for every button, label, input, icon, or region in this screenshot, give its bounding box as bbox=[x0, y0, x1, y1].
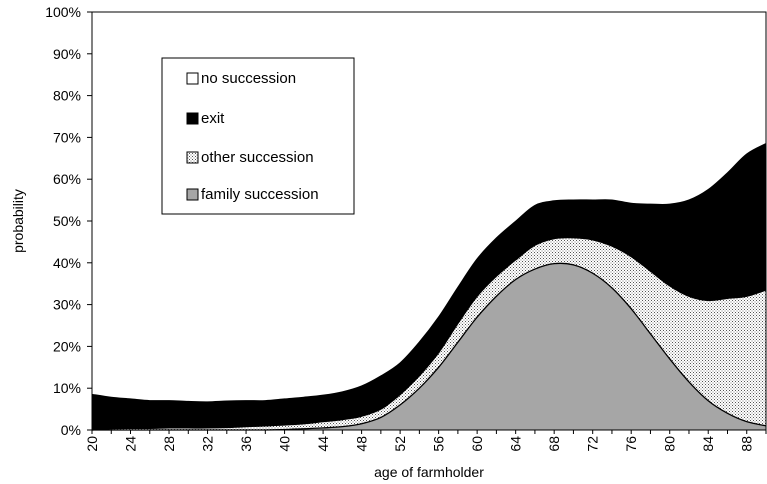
y-tick-label: 70% bbox=[53, 129, 81, 145]
legend-label-other-succession: other succession bbox=[201, 149, 314, 166]
legend-swatch-exit bbox=[186, 112, 199, 125]
x-tick-label: 24 bbox=[123, 436, 139, 452]
area-exit bbox=[92, 143, 766, 431]
legend-swatch-no-succession bbox=[186, 72, 199, 85]
x-axis-title: age of farmholder bbox=[374, 464, 484, 480]
y-tick-label: 0% bbox=[61, 422, 81, 438]
x-tick-label: 68 bbox=[546, 436, 562, 452]
x-tick-label: 80 bbox=[662, 436, 678, 452]
y-tick-label: 10% bbox=[53, 380, 81, 396]
legend: no succession exit other succession fami… bbox=[161, 57, 355, 215]
x-tick-label: 20 bbox=[84, 436, 100, 452]
x-tick-label: 48 bbox=[354, 436, 370, 452]
y-tick-label: 100% bbox=[45, 4, 81, 20]
x-tick-label: 64 bbox=[508, 436, 524, 452]
y-axis-title: probability bbox=[10, 189, 26, 253]
x-tick-label: 60 bbox=[469, 436, 485, 452]
y-axis: 0% 10% 20% 30% 40% 50% 60% 70% 80% 90% 100% bbox=[45, 4, 92, 438]
y-tick-label: 80% bbox=[53, 88, 81, 104]
x-tick-label: 36 bbox=[238, 436, 254, 452]
legend-swatch-family-succession bbox=[186, 188, 199, 201]
x-tick-label: 40 bbox=[277, 436, 293, 452]
legend-label-family-succession: family succession bbox=[201, 186, 319, 203]
x-tick-label: 52 bbox=[392, 436, 408, 452]
x-tick-label: 72 bbox=[585, 436, 601, 452]
x-tick-label: 28 bbox=[161, 436, 177, 452]
x-tick-label: 44 bbox=[315, 436, 331, 452]
y-tick-label: 30% bbox=[53, 297, 81, 313]
x-tick-label: 56 bbox=[431, 436, 447, 452]
x-tick-label: 76 bbox=[623, 436, 639, 452]
x-tick-label: 84 bbox=[700, 436, 716, 452]
y-tick-label: 40% bbox=[53, 255, 81, 271]
y-tick-label: 20% bbox=[53, 338, 81, 354]
x-axis: 20 24 28 32 36 40 44 48 52 56 60 64 68 72 76 80 84 88 bbox=[84, 430, 767, 452]
y-tick-label: 90% bbox=[53, 46, 81, 62]
y-tick-label: 50% bbox=[53, 213, 81, 229]
x-tick-label: 32 bbox=[200, 436, 216, 452]
x-tick-label: 88 bbox=[739, 436, 755, 452]
legend-swatch-other-succession bbox=[186, 151, 199, 164]
legend-label-no-succession: no succession bbox=[201, 70, 296, 87]
series-line-exit bbox=[91, 143, 767, 403]
y-tick-label: 60% bbox=[53, 171, 81, 187]
series-line-other-succession bbox=[91, 236, 767, 431]
legend-label-exit: exit bbox=[201, 110, 225, 127]
area-family-succession bbox=[92, 263, 766, 431]
